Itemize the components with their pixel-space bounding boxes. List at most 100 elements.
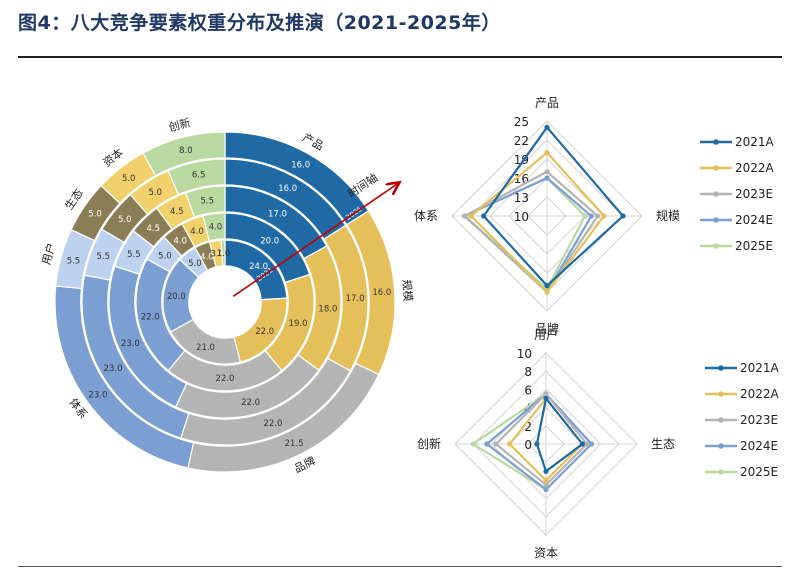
donut-value-label: 17.0 (268, 209, 287, 219)
legend-label-2022A: 2022A (735, 161, 775, 175)
donut-segment-2021A-创新 (220, 239, 226, 267)
radar-tick-label: 13 (514, 191, 529, 205)
radar-point-2021A (620, 213, 626, 219)
donut-segment-2022A-创新 (202, 212, 226, 242)
time-axis-label: 时间轴 (345, 170, 380, 200)
radar-series-line-2021A (482, 125, 625, 288)
legend-label-2024E: 2024E (735, 213, 773, 227)
donut-value-label: 17.0 (346, 294, 365, 304)
donut-value-label: 21.0 (196, 343, 215, 353)
radar-axis-label: 资本 (534, 546, 558, 560)
radar-point-2022A (507, 441, 513, 447)
radar-tick-label: 8 (524, 365, 532, 379)
radar-point-2021A (481, 213, 487, 219)
radar-tick-label: 6 (524, 383, 532, 397)
legend-marker-2022A (713, 165, 719, 171)
legend-marker-2021A (718, 365, 724, 371)
radar-point-2021A (543, 468, 549, 474)
legend-marker-2022A (718, 391, 724, 397)
radar-tick-label: 10 (514, 210, 529, 224)
radar-point-2024E (544, 175, 550, 181)
donut-value-label: 4.0 (200, 252, 214, 262)
donut-value-label: 22.0 (263, 419, 282, 429)
radar-chart-major: 101316192225产品规模品牌体系2021A2022A2023E2024E… (414, 96, 775, 336)
donut-value-label: 5.0 (88, 210, 102, 220)
donut-value-label: 4.5 (146, 224, 160, 234)
donut-value-label: 5.5 (67, 257, 81, 267)
radar-point-2023E (493, 441, 499, 447)
donut-value-label: 5.5 (127, 250, 141, 260)
donut-category-label: 生态 (62, 186, 86, 212)
legend-label-2023E: 2023E (740, 413, 778, 427)
donut-value-label: 5.0 (149, 188, 163, 198)
radar-point-2022A (543, 477, 549, 483)
donut-value-label: 3.0 (211, 250, 225, 260)
radar-point-2023E (595, 213, 601, 219)
donut-category-label: 用户 (39, 241, 58, 266)
radar-point-2024E (588, 213, 594, 219)
radar-point-2024E (588, 441, 595, 447)
radar-tick-label: 25 (514, 115, 529, 129)
legend-marker-2021A (713, 139, 719, 145)
figure-title: 图4：八大竞争要素权重分布及推演（2021-2025年） (18, 12, 501, 34)
donut-value-label: 22.0 (255, 327, 274, 337)
legend-label-2025E: 2025E (740, 465, 778, 479)
donut-value-label: 16.0 (291, 160, 310, 170)
radar-axis-label: 规模 (656, 208, 680, 223)
radar-series-line-2022A (469, 151, 606, 294)
radar-point-2023E (584, 441, 590, 447)
donut-value-label: 5.0 (122, 174, 136, 184)
radar-tick-label: 22 (514, 134, 529, 148)
donut-category-label: 产品 (300, 130, 326, 153)
radar-axis-label: 创新 (417, 436, 441, 451)
legend-label-2023E: 2023E (735, 187, 773, 201)
donut-value-label: 23.0 (104, 364, 123, 374)
donut-value-label: 21.5 (285, 439, 304, 449)
radar-point-2021A (543, 395, 549, 402)
top-rule (18, 56, 782, 58)
bottom-rule (18, 566, 782, 567)
radar-point-2023E (543, 391, 549, 397)
donut-value-label: 24.0 (249, 262, 268, 272)
legend-label-2022A: 2022A (740, 387, 780, 401)
radar-point-2022A (544, 289, 550, 295)
radar-axis-label: 品牌 (535, 322, 559, 336)
donut-value-label: 20.0 (260, 236, 279, 246)
donut-value-label: 4.0 (209, 223, 223, 233)
radar-axis-label: 生态 (651, 437, 675, 451)
radar-point-2023E (462, 213, 468, 219)
radar-tick-label: 0 (524, 438, 532, 452)
donut-value-label: 8.0 (179, 146, 193, 156)
legend-label-2021A: 2021A (735, 135, 775, 149)
radar-tick-label: 10 (517, 347, 532, 361)
radar-point-2024E (543, 486, 549, 493)
radar-point-2022A (601, 213, 607, 219)
donut-value-label: 5.0 (158, 251, 172, 261)
radar-point-2021A (534, 441, 540, 447)
donut-value-label: 5.5 (97, 252, 111, 262)
donut-value-label: 20.0 (167, 292, 186, 302)
radar-point-2021A (544, 283, 550, 289)
time-axis-arrow (232, 183, 398, 298)
donut-chart: 24.022.021.020.05.04.03.01.020.019.022.0… (39, 115, 415, 475)
legend-marker-2023E (713, 191, 719, 197)
donut-value-label: 18.0 (318, 304, 337, 314)
radar-point-2025E (582, 213, 588, 219)
radar-axis-label: 用户 (534, 327, 558, 342)
donut-value-label: 5.0 (118, 215, 132, 225)
donut-value-label: 1.0 (217, 249, 231, 259)
donut-category-label: 资本 (100, 145, 126, 170)
donut-value-label: 4.0 (190, 227, 204, 237)
radar-point-2021A (544, 124, 550, 130)
radar-point-2025E (470, 441, 476, 447)
legend-marker-2025E (718, 469, 724, 475)
donut-value-label: 23.0 (88, 390, 107, 400)
legend-label-2025E: 2025E (735, 239, 773, 253)
legend-marker-2024E (718, 443, 724, 449)
donut-value-label: 22.0 (241, 398, 260, 408)
radar-axis-label: 产品 (535, 96, 559, 110)
donut-segment-2024E-创新 (167, 158, 226, 196)
legend-marker-2023E (718, 417, 724, 423)
radar-point-2021A (579, 441, 586, 447)
